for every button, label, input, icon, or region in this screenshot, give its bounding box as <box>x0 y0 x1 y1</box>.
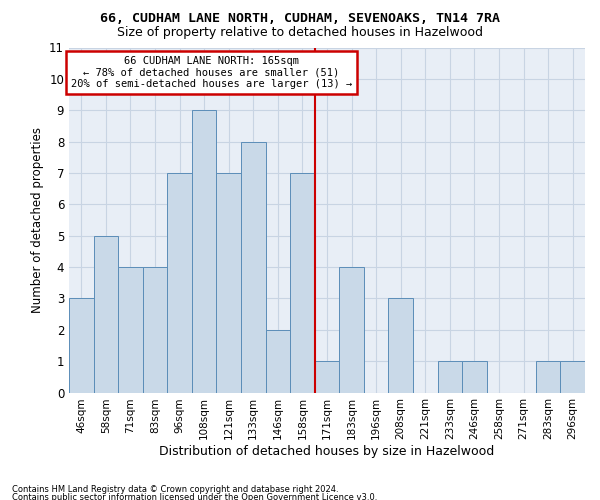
Bar <box>536 361 560 392</box>
Bar <box>118 267 143 392</box>
Bar <box>192 110 217 393</box>
Bar <box>167 173 192 392</box>
Text: Contains HM Land Registry data © Crown copyright and database right 2024.: Contains HM Land Registry data © Crown c… <box>12 485 338 494</box>
Bar <box>560 361 585 392</box>
Y-axis label: Number of detached properties: Number of detached properties <box>31 127 44 313</box>
Bar <box>217 173 241 392</box>
Text: 66 CUDHAM LANE NORTH: 165sqm
← 78% of detached houses are smaller (51)
20% of se: 66 CUDHAM LANE NORTH: 165sqm ← 78% of de… <box>71 56 352 89</box>
Bar <box>143 267 167 392</box>
Text: Size of property relative to detached houses in Hazelwood: Size of property relative to detached ho… <box>117 26 483 39</box>
Bar <box>290 173 315 392</box>
Bar <box>462 361 487 392</box>
Bar <box>241 142 266 392</box>
Bar <box>315 361 339 392</box>
Text: Contains public sector information licensed under the Open Government Licence v3: Contains public sector information licen… <box>12 493 377 500</box>
Bar <box>388 298 413 392</box>
X-axis label: Distribution of detached houses by size in Hazelwood: Distribution of detached houses by size … <box>160 445 494 458</box>
Bar <box>69 298 94 392</box>
Text: 66, CUDHAM LANE NORTH, CUDHAM, SEVENOAKS, TN14 7RA: 66, CUDHAM LANE NORTH, CUDHAM, SEVENOAKS… <box>100 12 500 24</box>
Bar <box>339 267 364 392</box>
Bar <box>266 330 290 392</box>
Bar <box>437 361 462 392</box>
Bar <box>94 236 118 392</box>
